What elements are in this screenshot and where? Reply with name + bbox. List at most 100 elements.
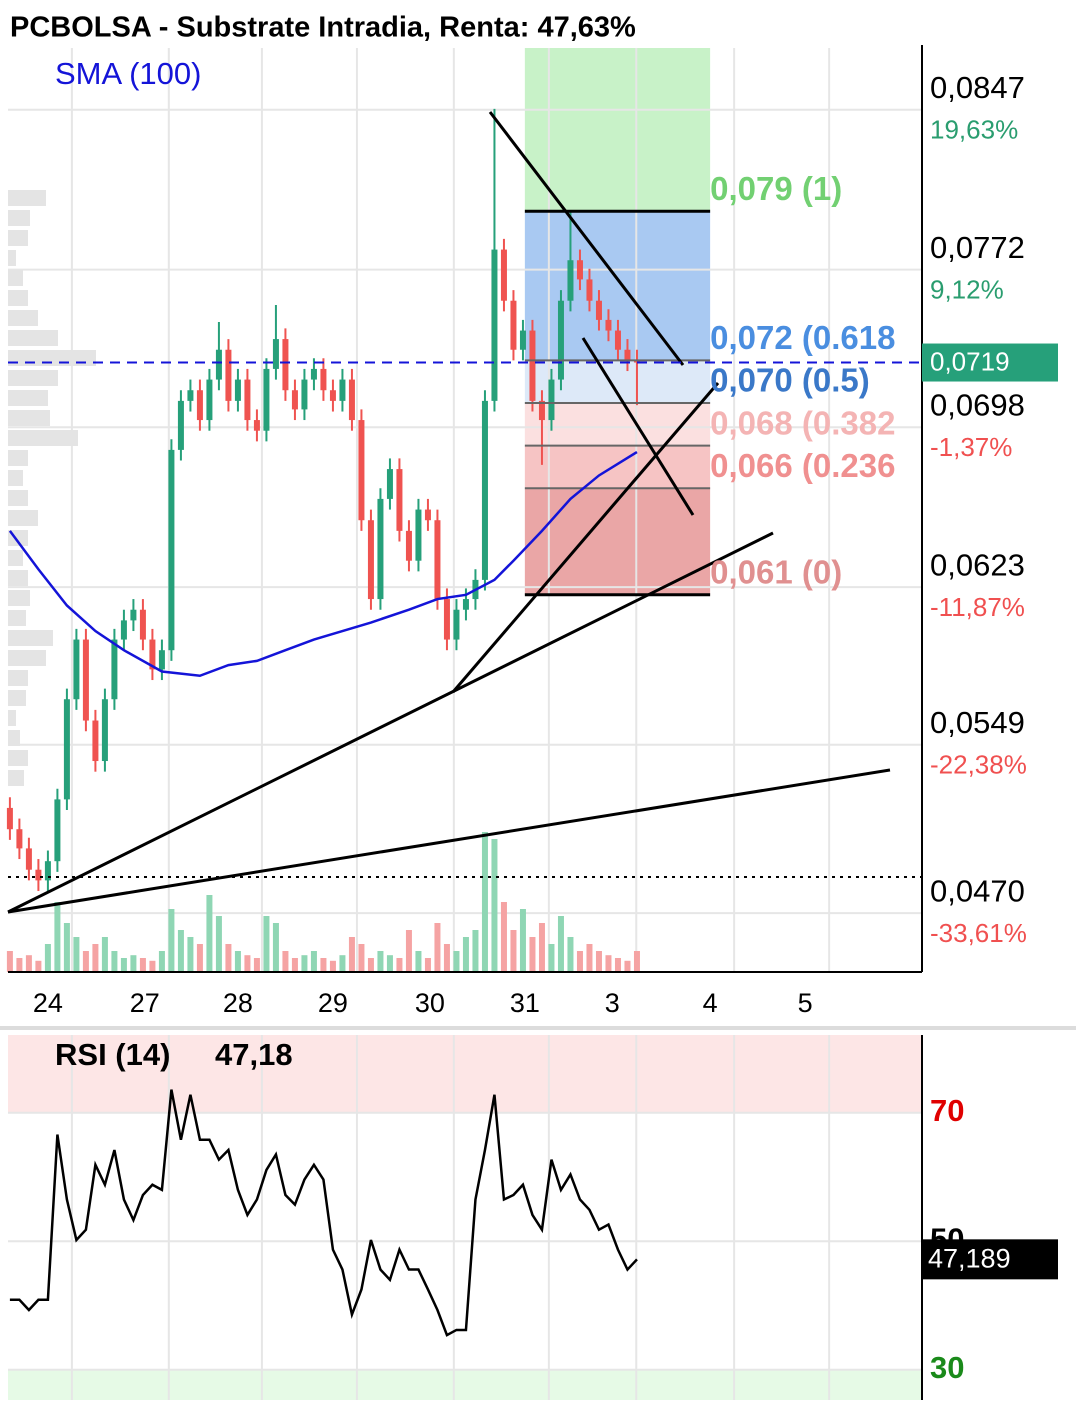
candle-body xyxy=(63,699,70,800)
volume-bar xyxy=(63,923,70,972)
volume-bar xyxy=(111,951,118,972)
volume-bar xyxy=(215,916,222,972)
candle-body xyxy=(139,609,146,640)
y-tick-pct: 19,63% xyxy=(930,115,1018,145)
x-tick-label: 29 xyxy=(318,988,348,1018)
last-value-badge xyxy=(922,1239,1058,1280)
candle-body xyxy=(548,379,555,421)
volume-bar xyxy=(225,944,232,972)
candle-body xyxy=(234,379,241,401)
candle-body xyxy=(605,319,612,331)
volume-bar xyxy=(263,916,270,972)
title-background xyxy=(8,8,920,48)
candle-body xyxy=(462,599,469,610)
candle-body xyxy=(215,349,222,380)
candle-body xyxy=(339,379,346,401)
candle-body xyxy=(491,249,498,401)
candle-body xyxy=(301,379,308,410)
candle-body xyxy=(367,520,374,600)
candle-body xyxy=(633,360,640,363)
candle-body xyxy=(396,469,403,531)
volume-bar xyxy=(139,958,146,972)
volume-bar xyxy=(443,944,450,972)
volume-bar xyxy=(206,895,213,972)
volume-bar xyxy=(177,930,184,972)
candle-body xyxy=(443,599,450,640)
candle-body xyxy=(624,349,631,361)
x-tick-label: 28 xyxy=(223,988,253,1018)
candle-body xyxy=(177,400,184,450)
candle-body xyxy=(377,498,384,600)
volume-bar xyxy=(253,958,260,972)
x-tick-label: 31 xyxy=(510,988,540,1018)
volume-bar xyxy=(291,958,298,972)
volume-bar xyxy=(548,944,555,972)
rsi-value: 47,18 xyxy=(215,1037,293,1072)
volume-bar xyxy=(348,937,355,972)
candle-body xyxy=(576,260,583,280)
volume-bar xyxy=(149,960,156,972)
candle-body xyxy=(92,720,99,762)
x-tick-label: 27 xyxy=(130,988,160,1018)
candle-body xyxy=(101,699,108,762)
candle-body xyxy=(529,330,536,401)
volume-bar xyxy=(510,930,517,972)
volume-bar xyxy=(377,951,384,972)
volume-profile xyxy=(8,190,96,786)
candle-body xyxy=(282,339,289,391)
volume-bar xyxy=(54,902,61,972)
candle-body xyxy=(25,848,32,870)
candle-body xyxy=(120,620,127,640)
foreground-layer: 0,079 (1) 0,072 (0.618 0,070 (0.5) 0,068 (0… xyxy=(0,45,1076,1400)
y-tick-pct: 9,12% xyxy=(930,274,1004,304)
volume-bar xyxy=(557,916,564,972)
candle-body xyxy=(453,609,460,640)
volume-bar xyxy=(500,902,507,972)
volume-bar xyxy=(73,937,80,972)
volume-bar xyxy=(130,955,137,972)
candle-body xyxy=(16,829,23,849)
volume-bar xyxy=(538,923,545,972)
y-tick-label: 0,0470 xyxy=(930,873,1025,908)
last-price-badge xyxy=(922,343,1058,382)
candle-body xyxy=(586,279,593,301)
volume-bar xyxy=(472,930,479,972)
fib-label: 0,079 (1) xyxy=(710,170,842,207)
volume-bar xyxy=(614,958,621,972)
volume-bar xyxy=(16,958,23,972)
last-value-label: 47,189 xyxy=(928,1243,1011,1273)
volume-bar xyxy=(624,960,631,972)
candle-body xyxy=(244,379,251,421)
y-tick-label: 0,0549 xyxy=(930,705,1025,740)
candle-body xyxy=(54,799,61,862)
volume-bar xyxy=(453,951,460,972)
volume-bar xyxy=(120,958,127,972)
candle-body xyxy=(358,420,365,521)
candle-body xyxy=(44,861,51,881)
candle-body xyxy=(320,368,327,391)
trend-lines xyxy=(7,111,922,914)
volume-bar xyxy=(358,944,365,972)
volume-bar xyxy=(415,951,422,972)
volume-bar xyxy=(187,937,194,972)
volume-bar xyxy=(44,944,51,972)
x-tick-label: 4 xyxy=(703,988,718,1018)
candle-body xyxy=(111,639,118,700)
candle-body xyxy=(168,449,175,651)
candle-body xyxy=(481,400,488,580)
y-tick-pct: -1,37% xyxy=(930,432,1012,462)
last-price-label: 0,0719 xyxy=(930,346,1010,376)
candle-body xyxy=(149,639,156,670)
fib-zone xyxy=(524,445,711,489)
volume-bar xyxy=(595,951,602,972)
y-tick-label: 0,0623 xyxy=(930,547,1025,582)
rsi-title: RSI (14) xyxy=(55,1037,170,1072)
volume-bar xyxy=(339,955,346,972)
volume-bar xyxy=(234,951,241,972)
candle-body xyxy=(225,349,232,401)
volume-bar xyxy=(529,937,536,972)
y-tick-label: 0,0698 xyxy=(930,387,1025,422)
candle-body xyxy=(500,249,507,301)
candle-body xyxy=(263,368,270,431)
